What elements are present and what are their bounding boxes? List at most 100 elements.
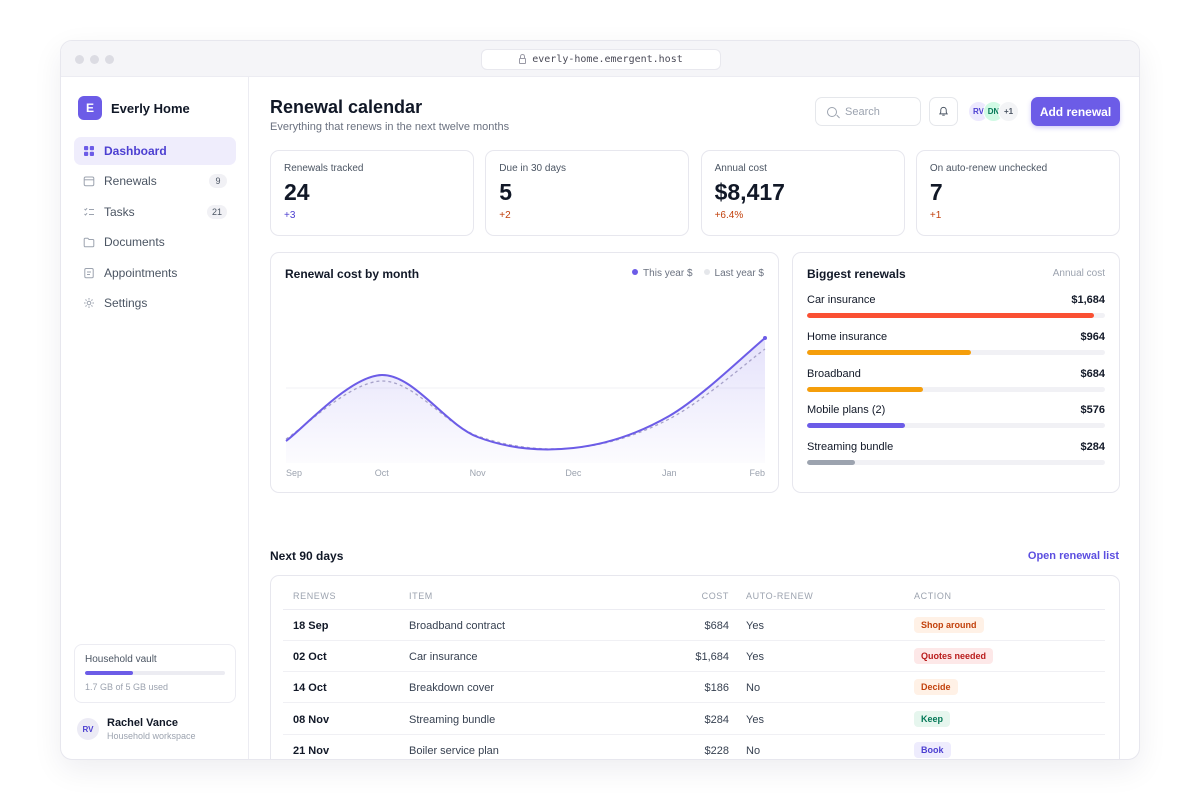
- renewal-bar-value: $684: [1080, 367, 1105, 380]
- sidebar-item-label: Dashboard: [104, 144, 167, 158]
- sidebar-item-appointments[interactable]: Appointments: [74, 259, 236, 287]
- renewal-bar-fill: [807, 349, 972, 355]
- auto-renew-value: Yes: [746, 713, 764, 726]
- column-header[interactable]: COST: [701, 591, 729, 601]
- column-header[interactable]: RENEWS: [293, 591, 337, 601]
- window-minimize-dot[interactable]: [90, 55, 99, 64]
- legend-swatch: [632, 269, 639, 275]
- window-maximize-dot[interactable]: [105, 55, 114, 64]
- stat-card[interactable]: Due in 30 days 5 +2: [485, 150, 690, 236]
- stat-card[interactable]: Renewals tracked 24 +3: [270, 150, 474, 236]
- renewal-cost-chart: Renewal cost by month This year $ Last ye…: [270, 252, 779, 493]
- item-name: Broadband contract: [409, 620, 506, 632]
- search-icon: [827, 106, 837, 117]
- stat-delta: +6.4%: [714, 210, 744, 221]
- stat-label: Annual cost: [714, 163, 767, 174]
- item-cost: $228: [704, 744, 729, 757]
- sidebar-item-badge: 9: [209, 174, 227, 189]
- user-profile[interactable]: RV Rachel Vance Household workspace: [77, 717, 196, 741]
- lock-icon: [519, 53, 527, 64]
- auto-renew-value: No: [746, 682, 761, 695]
- notifications-button[interactable]: [929, 97, 958, 126]
- x-tick-label: Dec: [565, 468, 582, 478]
- action-tag[interactable]: Decide: [914, 679, 958, 696]
- page-subtitle: Everything that renews in the next twelv…: [270, 121, 510, 133]
- chart-title: Renewal cost by month: [285, 267, 420, 281]
- renewal-bar-row[interactable]: Streaming bundle $284: [807, 441, 1105, 475]
- renewal-bar-fill: [807, 313, 1094, 318]
- renewal-bar-label: Streaming bundle: [807, 441, 894, 454]
- biggest-title: Biggest renewals: [807, 267, 906, 281]
- renewal-bar-fill: [807, 423, 906, 429]
- collaborators[interactable]: RV DN +1: [968, 101, 1019, 122]
- renew-date: 14 Oct: [293, 682, 327, 695]
- sidebar-item-label: Tasks: [104, 204, 135, 219]
- table-row[interactable]: 21 Nov Boiler service plan $228 No Book: [283, 735, 1105, 759]
- sidebar-item-badge: 21: [206, 204, 227, 219]
- action-tag[interactable]: Shop around: [914, 617, 984, 633]
- renew-date: 02 Oct: [293, 651, 327, 664]
- household-vault-card[interactable]: Household vault 1.7 GB of 5 GB used: [74, 644, 236, 703]
- sidebar-item-documents[interactable]: Documents: [74, 228, 236, 256]
- renewal-bar-row[interactable]: Car insurance $1,684: [807, 294, 1105, 328]
- biggest-caption: Annual cost: [1052, 268, 1105, 279]
- item-cost: $186: [704, 682, 729, 695]
- renewal-bar-value: $964: [1080, 330, 1105, 343]
- checklist-icon: [83, 206, 95, 218]
- sidebar-item-label: Documents: [104, 235, 165, 250]
- renew-date: 21 Nov: [293, 744, 330, 757]
- renewal-bar-row[interactable]: Home insurance $964: [807, 331, 1105, 365]
- series-line-this-year: [285, 337, 766, 451]
- grid-icon: [83, 145, 95, 157]
- stat-card[interactable]: Annual cost $8,417 +6.4%: [700, 150, 905, 236]
- renewal-bar-row[interactable]: Mobile plans (2) $576: [807, 404, 1105, 438]
- x-tick-label: Nov: [470, 468, 487, 478]
- sidebar-item-settings[interactable]: Settings: [74, 289, 236, 317]
- renewal-bar-track: [807, 423, 1105, 429]
- auto-renew-value: No: [746, 744, 761, 757]
- open-renewal-list-link[interactable]: Open renewal list: [1027, 550, 1119, 562]
- x-tick-label: Sep: [286, 468, 302, 478]
- table-row[interactable]: 08 Nov Streaming bundle $284 Yes Keep: [283, 704, 1105, 735]
- sidebar-item-dashboard[interactable]: Dashboard: [74, 137, 236, 165]
- user-name: Rachel Vance: [107, 717, 178, 729]
- item-name: Breakdown cover: [409, 682, 494, 695]
- vault-title: Household vault: [85, 654, 157, 665]
- table-row[interactable]: 18 Sep Broadband contract $684 Yes Shop arou…: [283, 610, 1105, 641]
- stat-label: Renewals tracked: [284, 163, 364, 174]
- table-row[interactable]: 02 Oct Car insurance $1,684 Yes Quotes neede…: [283, 641, 1105, 673]
- legend-label: Last year $: [714, 268, 764, 279]
- renewal-bar-value: $576: [1080, 404, 1105, 417]
- column-header[interactable]: ACTION: [914, 591, 952, 601]
- action-tag[interactable]: Quotes needed: [914, 648, 994, 665]
- stat-value: $8,417: [714, 179, 785, 205]
- data-point-last[interactable]: [763, 336, 767, 340]
- add-renewal-button[interactable]: Add renewal: [1031, 97, 1120, 126]
- action-tag[interactable]: Book: [914, 741, 951, 758]
- x-tick-label: Oct: [375, 468, 390, 478]
- item-cost: $284: [704, 713, 729, 726]
- search-input[interactable]: Search: [815, 97, 921, 126]
- window-close-dot[interactable]: [75, 55, 84, 64]
- action-tag[interactable]: Keep: [914, 710, 951, 727]
- sidebar-item-renewals[interactable]: Renewals 9: [74, 167, 236, 195]
- renewal-bar-track: [807, 460, 1105, 466]
- calendar-icon: [83, 175, 95, 187]
- stat-card[interactable]: On auto-renew unchecked 7 +1: [915, 150, 1120, 236]
- brand[interactable]: E Everly Home: [78, 96, 190, 120]
- column-header[interactable]: AUTO-RENEW: [746, 591, 814, 601]
- sidebar-item-tasks[interactable]: Tasks 21: [74, 198, 236, 226]
- sidebar-item-label: Renewals: [104, 174, 157, 189]
- renewal-bar-row[interactable]: Broadband $684: [807, 368, 1105, 402]
- x-tick-label: Feb: [749, 468, 765, 478]
- search-placeholder: Search: [845, 105, 880, 118]
- address-bar[interactable]: everly-home.emergent.host: [481, 49, 721, 70]
- column-header[interactable]: ITEM: [409, 591, 433, 601]
- sidebar-item-label: Appointments: [104, 265, 178, 280]
- legend-item: This year $: [632, 268, 693, 279]
- table-row[interactable]: 14 Oct Breakdown cover $186 No Decide: [283, 672, 1105, 704]
- item-name: Car insurance: [409, 651, 478, 664]
- renewal-bar-label: Mobile plans (2): [807, 404, 886, 417]
- renewal-bar-value: $284: [1080, 441, 1105, 454]
- upcoming-title: Next 90 days: [270, 549, 344, 563]
